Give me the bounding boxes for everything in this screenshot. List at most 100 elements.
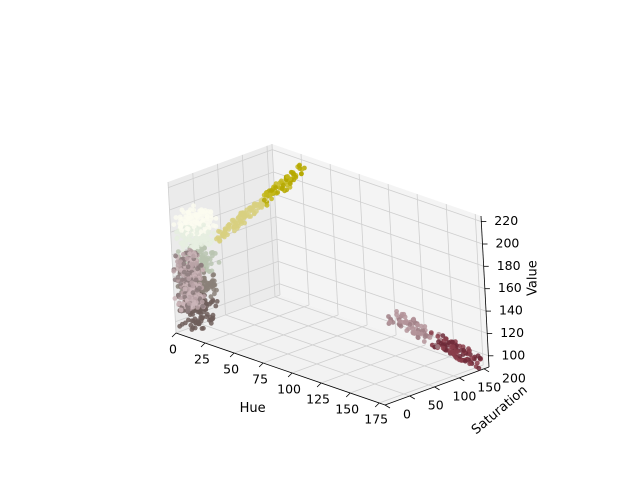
scatter-point [179,228,185,233]
scatter-point [203,251,209,256]
z-axis-title: Value [525,260,540,296]
scatter-point [226,224,232,230]
scatter-point [180,244,186,250]
y-tick-mark [434,386,440,391]
scatter-point [206,225,212,231]
scatter-point [199,214,204,220]
y-tick-mark [384,404,391,409]
x-tick-mark [345,392,351,398]
y-tick-label: 50 [428,398,444,413]
scatter-point [209,268,215,274]
z-gridline [169,171,274,211]
x-tick-mark [258,362,264,368]
scatter-point [208,284,214,290]
scatter-point [185,308,191,314]
scatter-point [404,328,410,333]
scatter-point [172,296,178,301]
scatter-point [211,230,217,236]
scatter-point [185,264,191,270]
x-tick-mark [287,372,293,378]
scatter-point [275,190,281,195]
scatter-point [213,223,219,229]
scatter-point [415,322,420,328]
x-gridline [204,304,310,344]
axes-panes [168,144,489,405]
scatter-point [427,335,433,340]
scatter-point [208,213,214,219]
scatter-point [421,339,427,344]
y-gridline [274,296,485,370]
scatter-point [178,224,184,229]
scatter-point [185,226,191,232]
back-pane [272,144,489,367]
y-gridline [266,145,276,297]
scatter-point [201,325,206,331]
scatter-point [206,242,212,248]
x-tick-mark [316,382,322,388]
scatter-point [411,316,416,322]
x-axis-title: Hue [240,401,266,416]
x-tick-label: 0 [169,342,177,357]
scatter-point [435,333,441,339]
x-tick-mark [229,352,235,358]
y-gridline [200,323,410,397]
scatter-point [186,301,192,306]
scatter-point [453,349,459,354]
scatter-point [190,262,196,268]
scatter-point [254,208,259,214]
x-gridline [271,143,281,296]
scatter-point [214,299,220,304]
scatter-point [182,286,188,292]
x-gridline [233,314,339,354]
scatter-point [287,181,293,187]
scatter-point [194,220,200,226]
x-tick-mark [200,342,206,348]
scatter-point [208,317,214,323]
x-tick-label: 100 [277,382,301,397]
scatter-point [195,216,201,222]
scatter-point [231,217,236,223]
scatter-point [208,261,214,267]
scatter-point [184,255,190,261]
x-tick-label: 50 [223,362,239,377]
scatter-point [212,291,217,297]
scatter-point [288,169,294,175]
scatter-point [171,222,177,228]
scatter-point [195,318,201,324]
z-gridline [276,238,487,312]
scatter-point [232,228,237,234]
scatter-point [205,235,211,241]
scatter-point [216,260,222,265]
scatter-point [273,181,279,187]
scatter-point [181,209,187,215]
scatter-point [204,314,209,320]
x-gridline [320,344,426,384]
z-gridline [168,149,273,188]
scatter-point [208,209,214,215]
x-tick-label: 175 [364,412,388,427]
scatter-point [287,184,293,190]
scatter-point [387,319,393,325]
scatter-point [175,292,181,298]
z-axis-line [480,215,490,368]
scatter-point [214,287,219,293]
scatter-point [249,205,255,211]
scatter-point [176,302,181,307]
scatter-point [293,174,299,180]
scatter-point [190,325,196,331]
scatter-point [296,163,302,169]
scatter-point [210,253,215,259]
scatter-point [450,344,456,349]
scatter-point [264,202,270,208]
scatter-point [187,251,193,257]
scatter-point [260,202,265,208]
scatter-point [244,207,250,213]
scatter-point [440,345,446,351]
scatter-point [402,314,408,320]
scatter-point [189,280,195,286]
scatter-point [202,208,208,213]
scatter-point [197,285,202,291]
scatter-point [422,324,428,329]
scatter-point [221,233,227,239]
